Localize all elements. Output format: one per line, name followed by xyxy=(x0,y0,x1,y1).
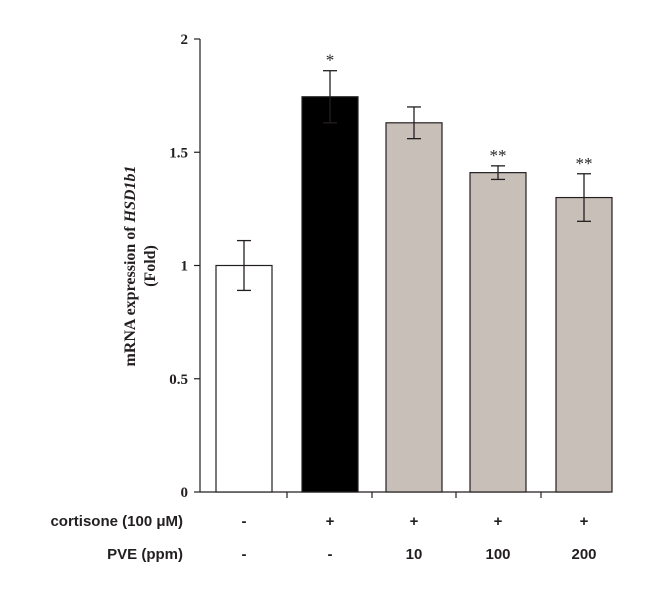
y-axis-unit-label: (Fold) xyxy=(142,245,159,287)
treatment-value: + xyxy=(410,513,419,530)
significance-marker: * xyxy=(326,51,335,70)
treatment-value: + xyxy=(494,513,503,530)
treatment-value: 10 xyxy=(406,546,423,563)
treatment-value: 200 xyxy=(571,546,596,563)
significance-marker: ** xyxy=(490,146,507,165)
treatment-value: - xyxy=(242,546,247,563)
y-tick-label: 0 xyxy=(181,485,189,501)
bar xyxy=(301,96,359,493)
bar xyxy=(215,264,273,493)
treatment-row-label: cortisone (100 μM) xyxy=(50,513,183,530)
y-axis-label-prefix: mRNA expression of xyxy=(122,222,139,366)
bar xyxy=(469,172,527,493)
plot-area: 00.511.52*** **cortisone (100 μM) - + + + +PVE… xyxy=(50,32,613,563)
significance-marker: ** xyxy=(576,154,593,173)
treatment-value: + xyxy=(580,513,589,530)
treatment-value: + xyxy=(326,513,335,530)
y-axis-label: mRNA expression of HSD1b1 xyxy=(122,165,139,366)
treatment-value: - xyxy=(242,513,247,530)
treatment-value: 100 xyxy=(485,546,510,563)
y-tick-label: 2 xyxy=(181,32,189,48)
bar xyxy=(555,196,613,493)
y-axis-label-gene: HSD1b1 xyxy=(122,165,139,223)
y-tick-label: 1.5 xyxy=(169,145,188,161)
y-tick-label: 0.5 xyxy=(169,372,188,388)
treatment-row-label: PVE (ppm) xyxy=(107,546,183,563)
treatment-value: - xyxy=(328,546,333,563)
bar xyxy=(385,122,443,493)
y-tick-label: 1 xyxy=(181,259,189,275)
